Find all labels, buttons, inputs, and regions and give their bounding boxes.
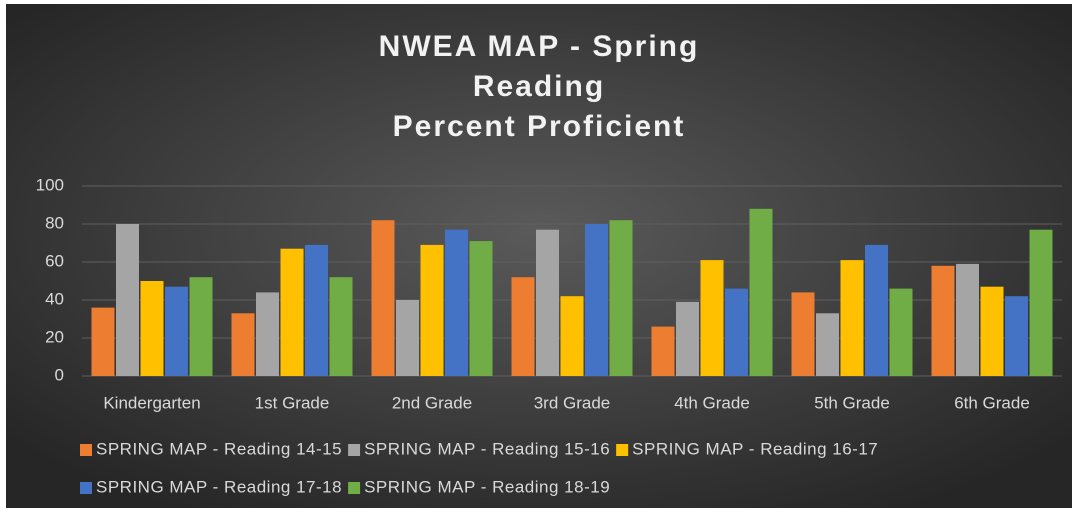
x-tick-label: Kindergarten — [103, 393, 200, 412]
bar — [840, 260, 864, 376]
legend-swatch — [80, 444, 92, 456]
bar — [329, 277, 353, 376]
y-tick-label: 100 — [36, 175, 64, 194]
legend-label: SPRING MAP - Reading 14-15 — [96, 439, 342, 458]
bar — [1029, 229, 1053, 376]
bar — [725, 288, 748, 376]
legend-label: SPRING MAP - Reading 15-16 — [364, 439, 610, 458]
bar — [609, 220, 633, 376]
bar — [651, 326, 675, 376]
bar — [256, 292, 279, 376]
bar — [585, 224, 608, 376]
chart-title: NWEA MAP - Spring — [379, 30, 700, 63]
bar — [560, 296, 584, 376]
bar — [189, 277, 213, 376]
bar — [865, 244, 888, 376]
bar — [536, 229, 559, 376]
bar — [980, 286, 1004, 376]
bar — [749, 208, 773, 376]
bar — [91, 307, 115, 376]
x-tick-label: 3rd Grade — [534, 393, 611, 412]
legend-swatch — [80, 482, 92, 494]
bar — [445, 229, 468, 376]
x-tick-label: 6th Grade — [954, 393, 1030, 412]
y-tick-label: 60 — [45, 251, 64, 270]
bar — [396, 300, 419, 376]
bar — [116, 224, 139, 376]
y-tick-label: 20 — [45, 327, 64, 346]
legend-label: SPRING MAP - Reading 16-17 — [632, 439, 878, 458]
legend-swatch — [616, 444, 629, 456]
bar — [371, 220, 395, 376]
bar — [511, 277, 535, 376]
bar — [676, 301, 699, 376]
bar — [791, 292, 815, 376]
x-tick-label: 4th Grade — [674, 393, 750, 412]
bar — [700, 260, 724, 376]
bar — [889, 288, 913, 376]
bar — [280, 248, 304, 376]
legend-swatch — [348, 482, 361, 494]
bar — [165, 286, 188, 376]
chart-title: Reading — [473, 70, 605, 103]
bar — [956, 263, 979, 376]
bar — [1005, 296, 1028, 376]
legend-label: SPRING MAP - Reading 18-19 — [364, 477, 610, 496]
bar — [305, 244, 328, 376]
bar — [420, 244, 444, 376]
bar — [816, 313, 839, 376]
x-tick-label: 2nd Grade — [392, 393, 472, 412]
y-tick-label: 40 — [45, 289, 64, 308]
y-tick-label: 0 — [55, 365, 64, 384]
legend-swatch — [348, 444, 361, 456]
bar — [140, 281, 164, 376]
x-tick-label: 5th Grade — [814, 393, 890, 412]
bar — [469, 241, 493, 376]
y-tick-label: 80 — [45, 213, 64, 232]
legend-label: SPRING MAP - Reading 17-18 — [96, 477, 342, 496]
bar — [931, 265, 955, 376]
chart-title: Percent Proficient — [393, 110, 686, 143]
x-tick-label: 1st Grade — [255, 393, 330, 412]
bar — [231, 313, 255, 376]
